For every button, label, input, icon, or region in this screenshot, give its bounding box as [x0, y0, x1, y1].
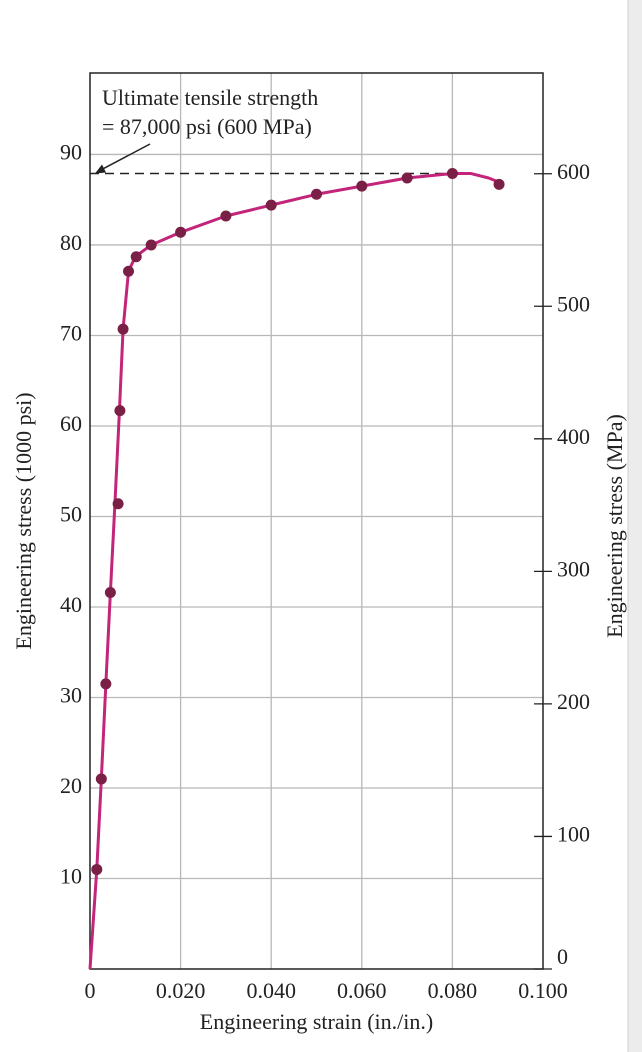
data-point — [220, 210, 232, 222]
x-tick-label: 0.100 — [518, 978, 568, 1003]
y-tick-label: 30 — [60, 683, 82, 708]
data-point — [95, 773, 107, 785]
data-point — [446, 167, 458, 179]
y-tick-label: 10 — [60, 864, 82, 889]
x-tick-label: 0.040 — [246, 978, 296, 1003]
plot-frame — [89, 72, 544, 970]
y-tick-label: 50 — [60, 502, 82, 527]
y2-tick-label: 300 — [557, 556, 590, 581]
y2-axis-label: Engineering stress (MPa) — [602, 414, 627, 638]
data-point — [100, 678, 112, 690]
data-point — [112, 498, 124, 510]
data-point — [356, 180, 368, 192]
data-point — [175, 226, 187, 238]
data-point — [145, 239, 157, 251]
x-tick-label: 0.020 — [156, 978, 206, 1003]
y2-tick-label: 400 — [557, 424, 590, 449]
y2-tick-label: 200 — [557, 689, 590, 714]
y-axis-label: Engineering stress (1000 psi) — [11, 392, 36, 649]
x-tick-label: 0.080 — [428, 978, 478, 1003]
data-point — [265, 199, 277, 211]
data-point — [493, 178, 505, 190]
stress-strain-curve — [88, 171, 499, 970]
x-axis-label: Engineering strain (in./in.) — [200, 1009, 433, 1034]
data-point — [401, 172, 413, 184]
scrollbar — [628, 0, 642, 1052]
y-tick-label: 60 — [60, 411, 82, 436]
y-tick-label: 90 — [60, 140, 82, 165]
y-tick-label: 70 — [60, 321, 82, 346]
data-point — [130, 251, 142, 263]
y-tick-label: 80 — [60, 230, 82, 255]
annotation-arrow — [99, 143, 151, 172]
arrow-head — [95, 164, 106, 174]
data-point — [104, 586, 116, 598]
y2-tick-label: 600 — [557, 159, 590, 184]
annotation: = 87,000 psi (600 MPa) — [102, 114, 312, 139]
y-tick-label: 20 — [60, 773, 82, 798]
y2-tick-label: 500 — [557, 291, 590, 316]
y2-tick-label: 0 — [557, 944, 568, 969]
y2-tick-label: 100 — [557, 822, 590, 847]
data-point — [117, 323, 129, 335]
annotation: Ultimate tensile strength — [102, 85, 318, 110]
x-tick-label: 0 — [85, 978, 96, 1003]
data-point — [311, 188, 322, 200]
data-point — [91, 863, 103, 875]
y-tick-label: 40 — [60, 592, 82, 617]
data-point — [114, 405, 126, 417]
x-tick-label: 0.060 — [337, 978, 387, 1003]
data-point — [123, 265, 135, 277]
